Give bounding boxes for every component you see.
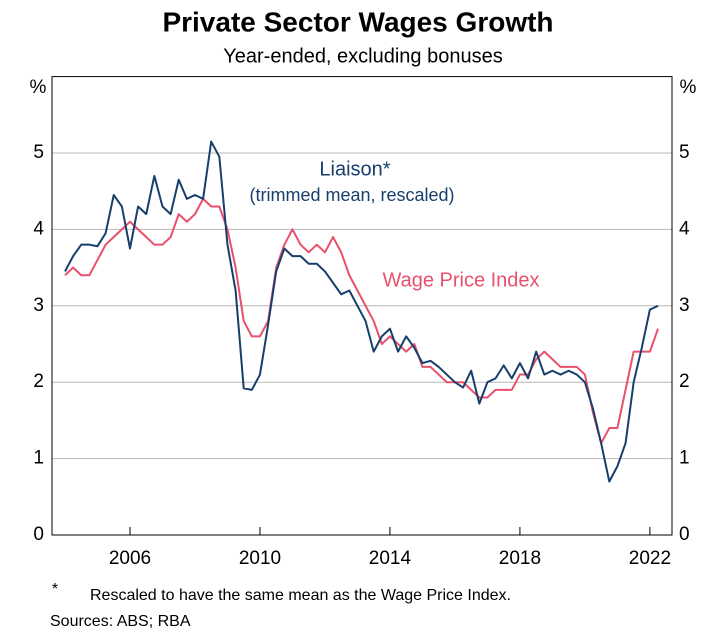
series-line (64, 140, 659, 483)
x-tick-label: 2018 (499, 548, 541, 569)
sources: Sources: ABS; RBA (50, 613, 191, 630)
series-label: Wage Price Index (382, 269, 539, 291)
x-tick-label: 2014 (369, 548, 412, 569)
y-tick-label-right: 1 (679, 448, 690, 469)
series-note: (trimmed mean, rescaled) (249, 185, 454, 205)
y-tick-label: 4 (33, 218, 44, 239)
y-unit-left: % (30, 77, 47, 98)
y-tick-label: 5 (33, 142, 44, 163)
chart-title: Private Sector Wages Growth (162, 6, 553, 37)
x-tick-label: 2022 (629, 548, 671, 569)
y-tick-label-right: 5 (679, 142, 690, 163)
footnote-marker: * (52, 581, 58, 598)
y-tick-label: 3 (33, 295, 44, 316)
y-tick-label-right: 2 (679, 371, 690, 392)
plot-frame (51, 76, 673, 536)
y-tick-label: 2 (33, 371, 44, 392)
y-tick-label: 0 (33, 524, 44, 545)
series-line (64, 197, 659, 445)
series-label: Liaison* (319, 158, 390, 180)
y-tick-label-right: 0 (679, 524, 690, 545)
x-tick-label: 2010 (239, 548, 281, 569)
y-unit-right: % (680, 77, 697, 98)
x-tick-label: 2006 (109, 548, 151, 569)
footnote: Rescaled to have the same mean as the Wa… (90, 587, 511, 604)
y-tick-label-right: 3 (679, 295, 690, 316)
y-tick-label-right: 4 (679, 218, 690, 239)
chart-subtitle: Year-ended, excluding bonuses (223, 45, 502, 67)
y-tick-label: 1 (33, 448, 44, 469)
